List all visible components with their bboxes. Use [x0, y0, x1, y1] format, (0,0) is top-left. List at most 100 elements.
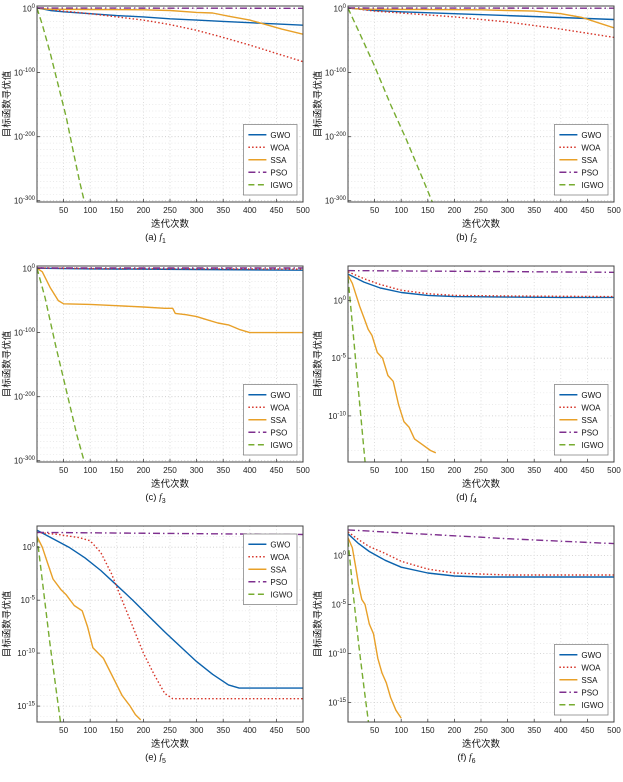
x-tick-label: 350 — [216, 466, 230, 475]
legend-label-SSA: SSA — [270, 565, 287, 574]
subplot-d-caption: (d) f4 — [311, 492, 622, 505]
y-tick-label: 10-5 — [332, 354, 347, 364]
subplot-b-caption: (b) f2 — [311, 232, 622, 245]
y-tick-label: 10-100 — [14, 68, 36, 78]
series-IGWO-line — [37, 268, 86, 462]
x-tick-label: 450 — [581, 466, 595, 475]
y-tick-label: 10-10 — [328, 649, 346, 659]
caption-fsub: 3 — [161, 497, 166, 505]
legend-label-WOA: WOA — [270, 403, 290, 412]
axis-ticks: 50 100 150 200 250 300 350 400 450 500 100 10-5 10-1… — [328, 551, 621, 735]
x-tick-label: 450 — [581, 726, 595, 735]
subplot-b: 50 100 150 200 250 300 350 400 450 500 100 10-100 10… — [311, 0, 622, 260]
caption-index: (e) — [145, 752, 157, 763]
x-tick-label: 50 — [370, 726, 380, 735]
legend-label-IGWO: IGWO — [270, 590, 292, 599]
series-GWO-line — [348, 273, 614, 299]
subplot-f: 50 100 150 200 250 300 350 400 450 500 100 10-5 10-1… — [311, 520, 622, 780]
legend-label-PSO: PSO — [270, 428, 287, 437]
x-tick-label: 250 — [163, 206, 177, 215]
x-tick-label: 50 — [59, 726, 69, 735]
chart-canvas-e: 50 100 150 200 250 300 350 400 450 500 100 10-5 10-1… — [1, 525, 310, 750]
x-tick-label: 250 — [474, 466, 488, 475]
y-tick-label: 10-300 — [14, 456, 36, 466]
series-IGWO-line — [348, 7, 434, 202]
subplot-e-caption: (e) f5 — [0, 752, 311, 765]
x-tick-label: 50 — [59, 466, 69, 475]
legend: GWO WOA SSA PSO IGWO — [242, 124, 298, 196]
caption-index: (b) — [456, 232, 468, 243]
y-axis-label: 目标函数寻优值 — [1, 590, 13, 657]
x-tick-label: 500 — [296, 466, 310, 475]
x-tick-label: 450 — [581, 206, 595, 215]
series-SSA-line — [348, 274, 437, 454]
x-tick-label: 350 — [527, 206, 541, 215]
x-tick-label: 100 — [394, 466, 408, 475]
y-tick-label: 10-300 — [325, 196, 347, 206]
x-tick-label: 300 — [190, 206, 204, 215]
x-tick-label: 250 — [163, 726, 177, 735]
series-IGWO-line — [348, 540, 370, 722]
x-tick-label: 200 — [448, 206, 462, 215]
x-tick-label: 400 — [243, 466, 257, 475]
x-tick-label: 300 — [501, 466, 515, 475]
y-tick-label: 10-10 — [17, 649, 35, 659]
y-axis-label: 目标函数寻优值 — [312, 590, 324, 657]
caption-fname: f — [159, 233, 162, 243]
caption-fsub: 5 — [162, 757, 166, 765]
x-tick-label: 250 — [474, 206, 488, 215]
legend-label-IGWO: IGWO — [270, 181, 292, 190]
y-tick-label: 10-10 — [328, 411, 346, 421]
series-SSA-line — [37, 267, 303, 334]
series-WOA-line — [37, 7, 303, 63]
series-SSA-line — [348, 7, 614, 29]
legend-label-SSA: SSA — [581, 156, 598, 165]
x-tick-label: 150 — [421, 726, 435, 735]
series — [37, 7, 303, 202]
x-tick-label: 50 — [370, 466, 380, 475]
axis-ticks: 50 100 150 200 250 300 350 400 450 500 100 10-100 10… — [14, 264, 310, 475]
legend-label-WOA: WOA — [581, 663, 601, 672]
x-tick-label: 150 — [110, 466, 124, 475]
x-tick-label: 500 — [296, 726, 310, 735]
x-tick-label: 150 — [110, 206, 124, 215]
x-tick-label: 400 — [243, 206, 257, 215]
axis-ticks: 50 100 150 200 250 300 350 400 450 500 100 10-5 10-1… — [17, 543, 310, 735]
x-tick-label: 300 — [190, 726, 204, 735]
series-GWO-line — [37, 529, 303, 689]
caption-fsub: 4 — [473, 497, 477, 505]
y-tick-label: 100 — [334, 551, 347, 561]
x-tick-label: 200 — [448, 466, 462, 475]
x-tick-label: 350 — [527, 726, 541, 735]
caption-fsub: 1 — [162, 237, 166, 245]
y-tick-label: 100 — [23, 543, 36, 553]
subplot-a: 50 100 150 200 250 300 350 400 450 500 100 10-100 10… — [0, 0, 311, 260]
x-tick-label: 100 — [83, 206, 97, 215]
x-tick-label: 400 — [554, 466, 568, 475]
legend-label-GWO: GWO — [581, 391, 601, 400]
x-tick-label: 200 — [137, 466, 151, 475]
x-tick-label: 350 — [216, 726, 230, 735]
legend-label-PSO: PSO — [270, 578, 287, 587]
caption-index: (d) — [456, 492, 468, 503]
caption-index: (c) — [145, 492, 157, 503]
x-tick-label: 100 — [83, 466, 97, 475]
legend-label-PSO: PSO — [581, 428, 598, 437]
subplot-f-caption: (f) f6 — [311, 752, 622, 765]
legend-label-IGWO: IGWO — [581, 441, 603, 450]
subplot-c: 50 100 150 200 250 300 350 400 450 500 100 10-100 10… — [0, 260, 311, 520]
y-tick-label: 10-200 — [14, 132, 36, 142]
x-tick-label: 300 — [501, 726, 515, 735]
series-WOA-line — [348, 7, 614, 39]
x-axis-label: 迭代次数 — [462, 478, 501, 490]
y-axis-label: 目标函数寻优值 — [1, 330, 13, 397]
legend-label-PSO: PSO — [581, 688, 598, 697]
legend-label-WOA: WOA — [581, 403, 601, 412]
y-tick-label: 10-100 — [14, 328, 36, 338]
x-tick-label: 500 — [607, 726, 621, 735]
x-tick-label: 500 — [607, 206, 621, 215]
legend-label-SSA: SSA — [270, 416, 287, 425]
legend-label-GWO: GWO — [270, 391, 290, 400]
x-tick-label: 100 — [394, 206, 408, 215]
x-axis-label: 迭代次数 — [462, 738, 501, 750]
